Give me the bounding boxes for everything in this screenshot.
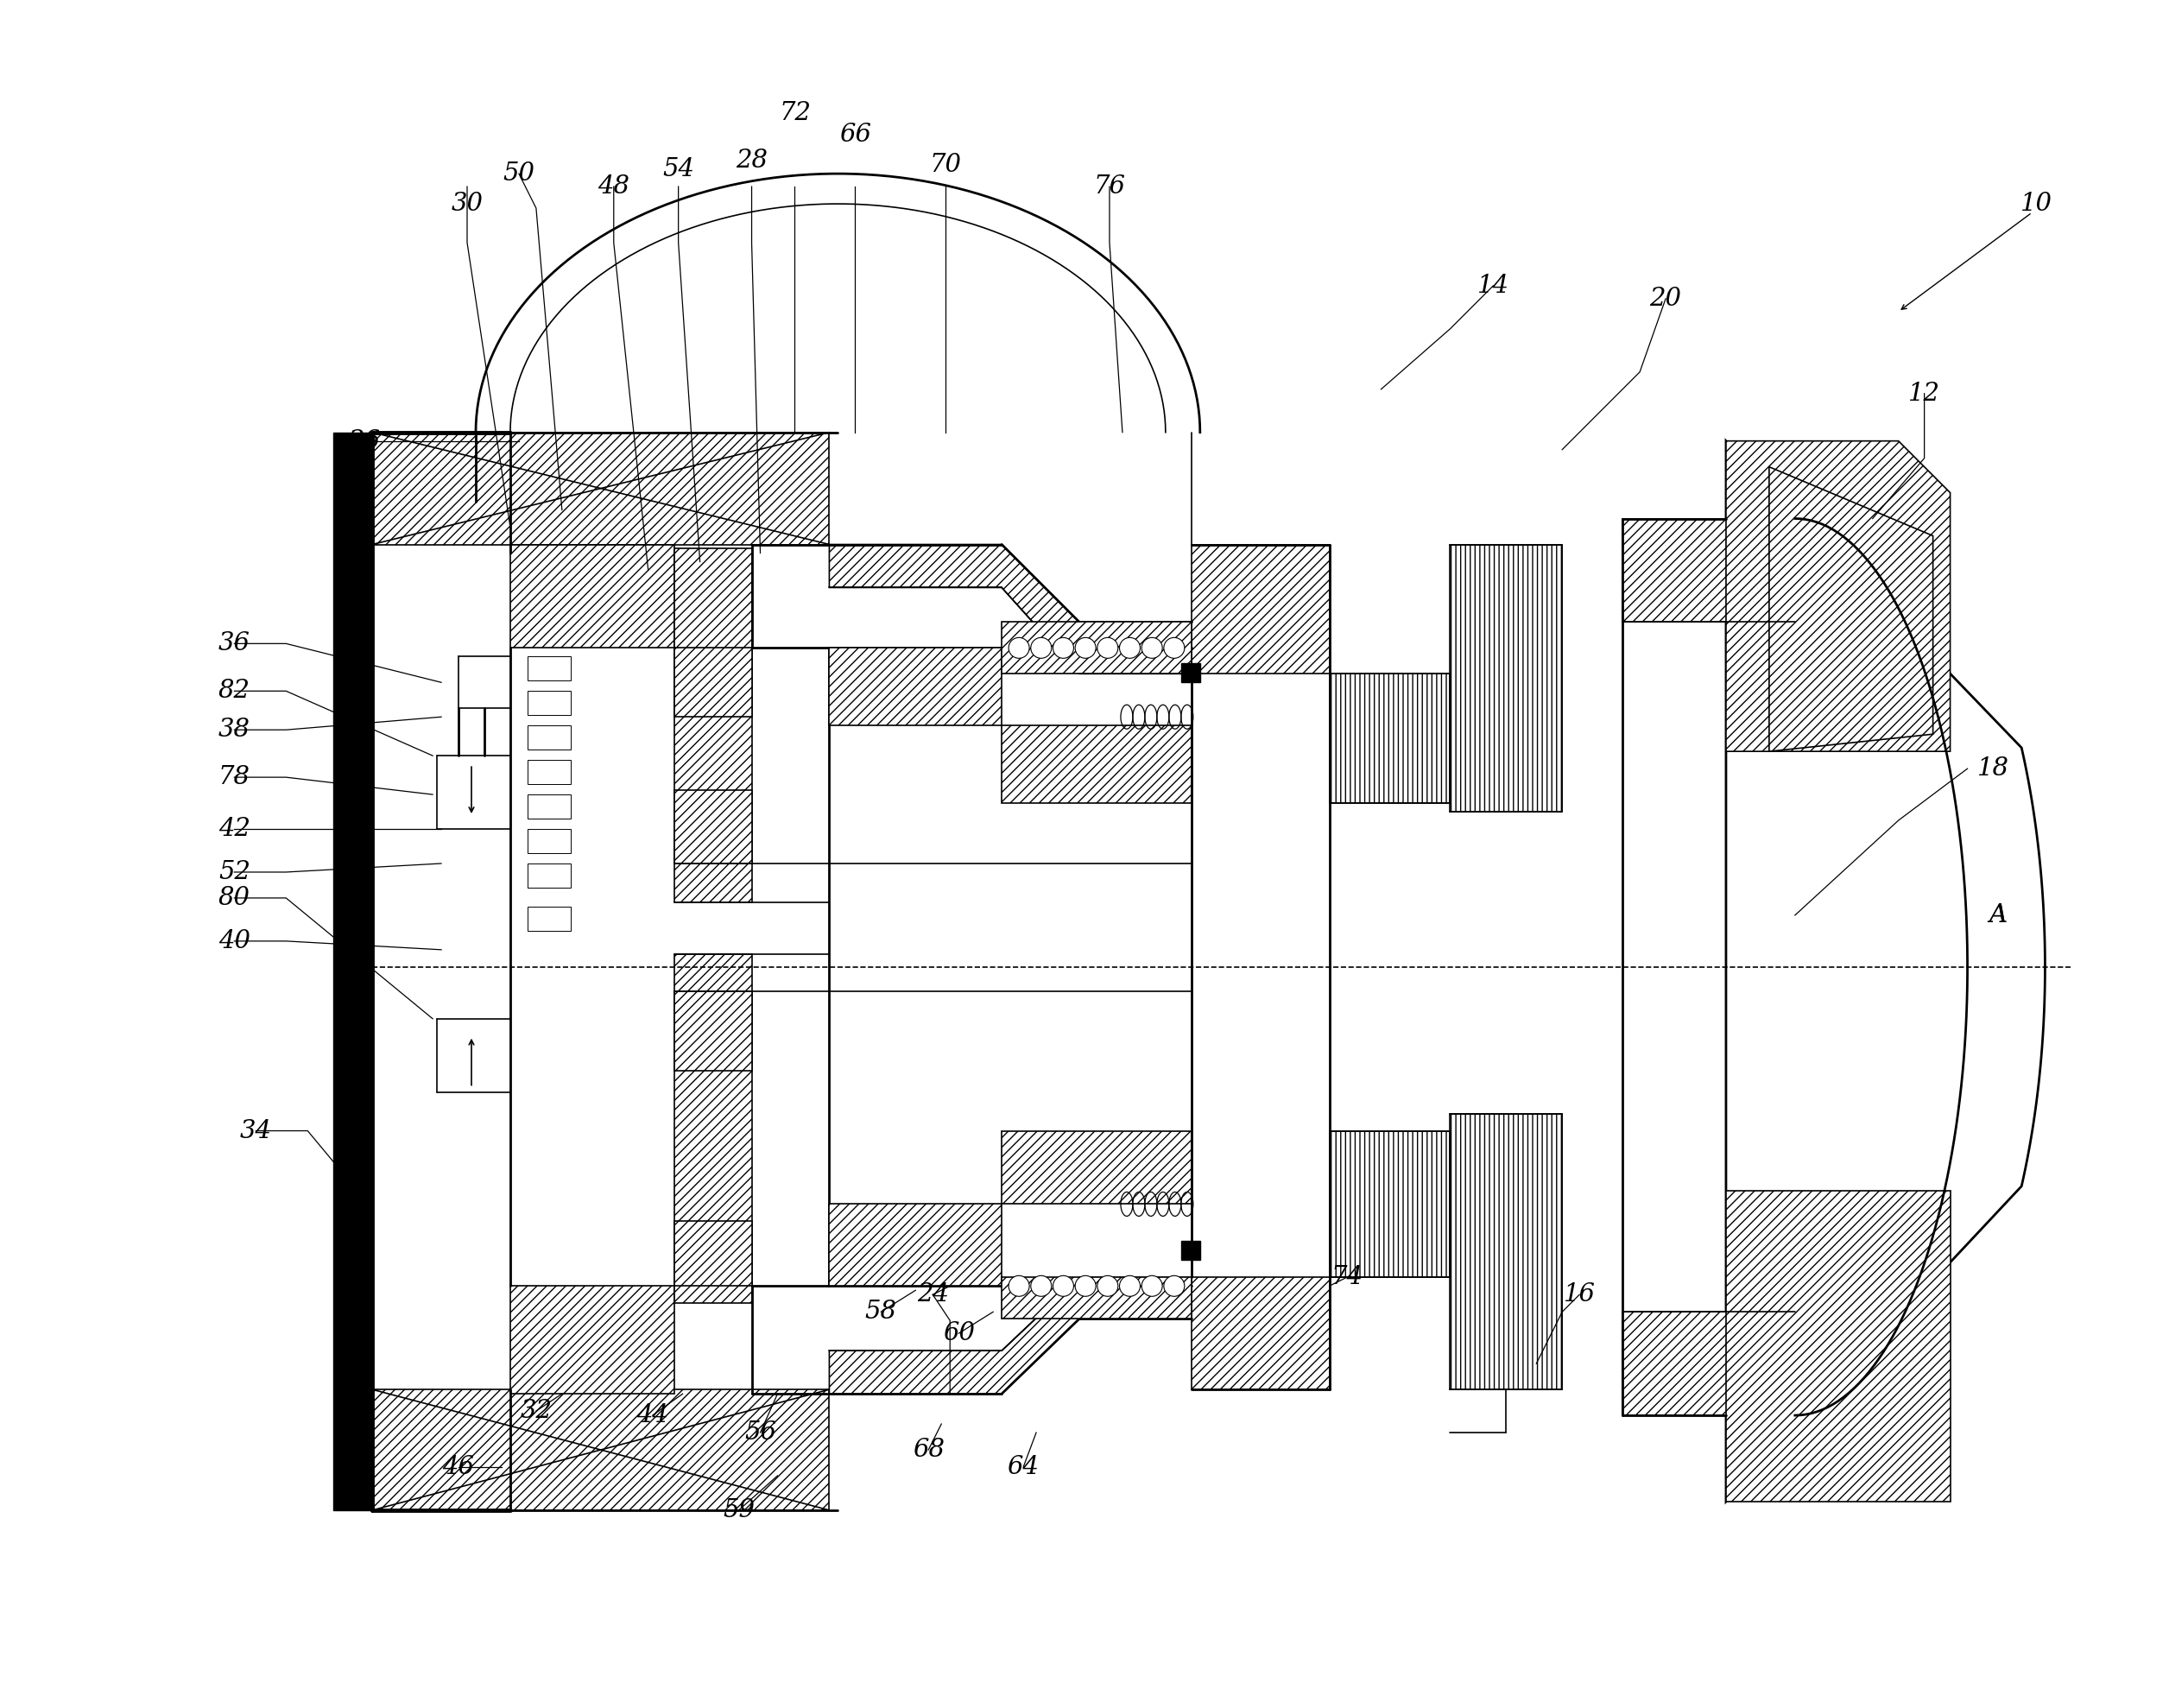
Circle shape [1119, 1276, 1141, 1296]
Polygon shape [829, 647, 1002, 726]
Polygon shape [675, 791, 753, 864]
Bar [527, 760, 570, 784]
Polygon shape [1727, 1190, 1950, 1501]
Text: 12: 12 [1909, 381, 1941, 405]
Circle shape [1052, 637, 1074, 658]
Bar [527, 907, 570, 931]
Text: 28: 28 [735, 149, 768, 173]
Text: 60: 60 [944, 1322, 974, 1346]
Text: 72: 72 [779, 101, 811, 125]
Text: 54: 54 [662, 157, 694, 181]
Polygon shape [675, 991, 753, 1071]
Text: 18: 18 [1978, 757, 2008, 781]
Text: 10: 10 [2022, 191, 2052, 215]
Bar [527, 828, 570, 852]
Text: 48: 48 [599, 174, 629, 198]
Polygon shape [675, 1221, 753, 1286]
Polygon shape [373, 1390, 829, 1510]
Bar [1182, 1242, 1199, 1261]
Bar [527, 794, 570, 818]
Polygon shape [829, 1278, 1191, 1394]
Polygon shape [510, 545, 675, 647]
Text: 59: 59 [722, 1498, 755, 1522]
Text: 38: 38 [219, 717, 249, 741]
Text: 46: 46 [442, 1455, 475, 1479]
Polygon shape [675, 955, 753, 1303]
Polygon shape [1727, 441, 1950, 752]
Text: 36: 36 [219, 632, 249, 656]
Circle shape [1165, 637, 1184, 658]
Bar [527, 656, 570, 681]
Polygon shape [1002, 726, 1191, 803]
Circle shape [1030, 637, 1052, 658]
Text: 14: 14 [1477, 273, 1510, 297]
Circle shape [1076, 637, 1095, 658]
Text: 74: 74 [1330, 1266, 1362, 1290]
Polygon shape [1330, 673, 1451, 803]
Polygon shape [510, 1286, 675, 1394]
Polygon shape [1330, 1131, 1451, 1278]
Text: 32: 32 [521, 1399, 553, 1423]
Text: 44: 44 [636, 1404, 668, 1428]
Text: 56: 56 [744, 1421, 777, 1445]
Polygon shape [1451, 1114, 1562, 1390]
Text: 76: 76 [1093, 174, 1126, 198]
Text: A: A [1989, 904, 2006, 927]
Text: 26: 26 [347, 429, 380, 453]
Text: 20: 20 [1651, 287, 1681, 311]
Polygon shape [1191, 1278, 1330, 1390]
Circle shape [1052, 1276, 1074, 1296]
Circle shape [1165, 1276, 1184, 1296]
Bar [527, 726, 570, 750]
Circle shape [1119, 637, 1141, 658]
Text: 82: 82 [219, 680, 249, 704]
Bar [527, 692, 570, 716]
Text: 78: 78 [219, 765, 249, 789]
Polygon shape [1622, 519, 1796, 622]
Circle shape [1141, 1276, 1163, 1296]
Polygon shape [829, 545, 1191, 673]
Text: 58: 58 [865, 1300, 898, 1324]
Polygon shape [334, 432, 373, 1510]
Polygon shape [1002, 1131, 1191, 1204]
Text: 68: 68 [913, 1438, 944, 1462]
Text: 64: 64 [1006, 1455, 1039, 1479]
Text: 30: 30 [451, 191, 484, 215]
Polygon shape [829, 1204, 1002, 1286]
Text: 70: 70 [931, 154, 961, 178]
Polygon shape [1451, 545, 1562, 811]
Text: 52: 52 [219, 861, 249, 885]
Circle shape [1030, 1276, 1052, 1296]
Polygon shape [1191, 545, 1330, 673]
Circle shape [1076, 1276, 1095, 1296]
Text: 40: 40 [219, 929, 249, 953]
Text: 66: 66 [839, 123, 872, 147]
Polygon shape [1622, 1312, 1796, 1416]
Polygon shape [1727, 441, 2045, 1501]
Text: A: A [1989, 904, 2006, 927]
Polygon shape [373, 432, 829, 545]
Polygon shape [1770, 466, 1933, 752]
Text: 34: 34 [241, 1119, 271, 1143]
Circle shape [1009, 637, 1030, 658]
Polygon shape [675, 647, 753, 717]
Circle shape [1009, 1276, 1030, 1296]
Text: 42: 42 [219, 816, 249, 840]
Bar [527, 864, 570, 888]
Polygon shape [675, 548, 753, 902]
Text: 50: 50 [503, 162, 536, 186]
Polygon shape [1002, 1278, 1191, 1319]
Polygon shape [1002, 622, 1191, 673]
Bar [1182, 663, 1199, 683]
Circle shape [1141, 637, 1163, 658]
Text: 24: 24 [917, 1283, 948, 1307]
Text: 80: 80 [219, 886, 249, 910]
Circle shape [1098, 1276, 1117, 1296]
Text: 16: 16 [1564, 1283, 1596, 1307]
Circle shape [1098, 637, 1117, 658]
